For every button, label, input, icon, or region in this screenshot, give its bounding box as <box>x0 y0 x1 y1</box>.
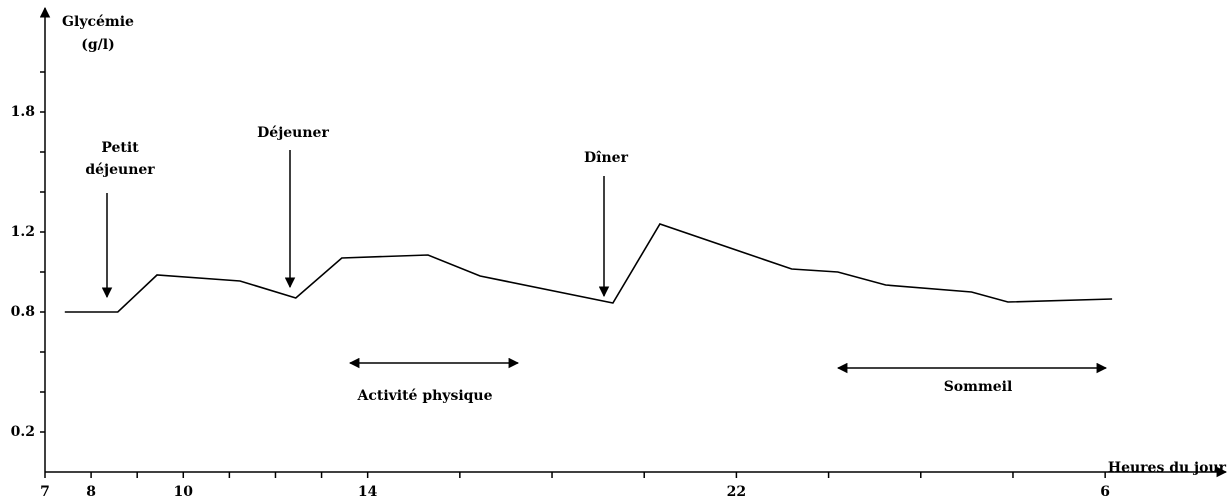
x-tick-label: 8 <box>86 484 96 500</box>
annotation: Sommeil <box>944 379 1013 395</box>
y-tick-label: 0.2 <box>11 424 35 440</box>
data-line <box>64 223 1113 313</box>
x-tick-label: 6 <box>1100 484 1110 500</box>
annotation: Activité physique <box>356 388 492 404</box>
x-tick-label: 22 <box>727 484 746 500</box>
y-axis-title: (g/l) <box>81 37 114 53</box>
y-axis-title: Glycémie <box>62 14 134 30</box>
y-tick-label: 0.8 <box>11 304 35 320</box>
x-axis-title: Heures du jour <box>1108 460 1227 476</box>
y-tick-label: 1.2 <box>11 224 35 240</box>
annotation: Dîner <box>584 150 629 166</box>
annotation: Déjeuner <box>257 125 329 141</box>
annotation: déjeuner <box>85 162 155 178</box>
x-tick-label: 14 <box>358 484 378 500</box>
x-tick-label: 10 <box>174 484 194 500</box>
y-tick-label: 1.8 <box>11 104 35 120</box>
x-tick-label: 7 <box>40 484 50 500</box>
annotation: Petit <box>101 140 139 156</box>
